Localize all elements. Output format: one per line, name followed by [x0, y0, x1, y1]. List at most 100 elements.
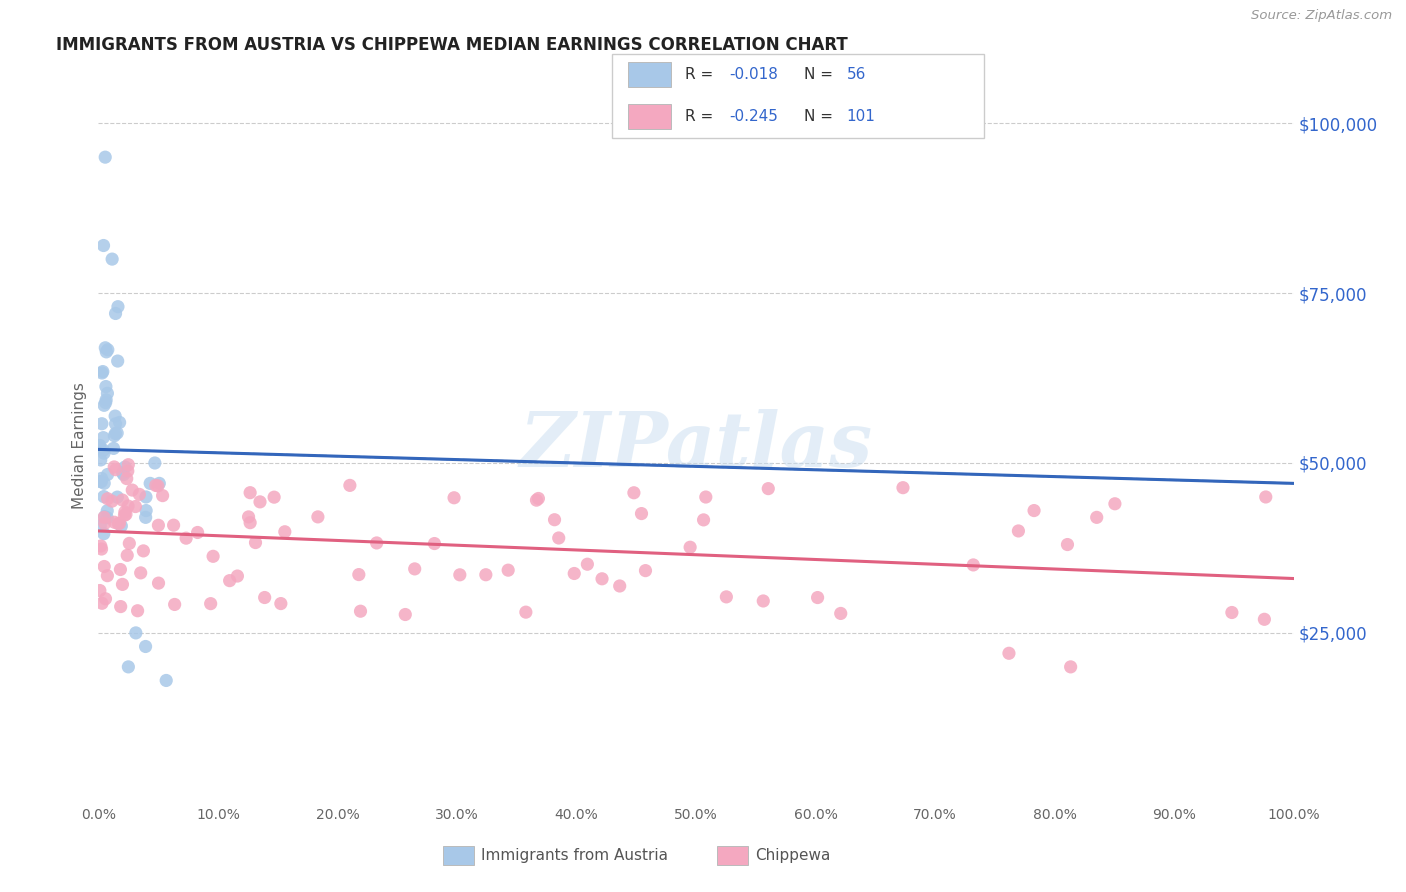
Point: [998, 646, 1021, 660]
Point: [187, 525, 209, 540]
Point: [103, 515, 125, 529]
Point: [91, 366, 114, 380]
Point: [1022, 503, 1045, 517]
Point: [135, 510, 157, 524]
Text: R =: R =: [685, 68, 718, 82]
Point: [107, 300, 129, 314]
Point: [562, 566, 585, 581]
Point: [449, 567, 471, 582]
Point: [94, 150, 117, 164]
Point: [121, 483, 143, 497]
Point: [117, 660, 139, 674]
Point: [609, 579, 631, 593]
Point: [114, 460, 136, 475]
Point: [111, 466, 134, 480]
Point: [404, 562, 426, 576]
Text: 56: 56: [846, 68, 866, 82]
Text: Chippewa: Chippewa: [755, 848, 831, 863]
Point: [226, 569, 249, 583]
Text: Immigrants from Austria: Immigrants from Austria: [481, 848, 668, 863]
Point: [105, 490, 128, 504]
Point: [93, 476, 115, 491]
Point: [114, 505, 136, 519]
Point: [117, 464, 139, 478]
Point: [117, 499, 139, 513]
Point: [94, 379, 117, 393]
Point: [103, 429, 125, 443]
Point: [96, 386, 118, 401]
Point: [103, 442, 125, 456]
Point: [423, 536, 446, 550]
Point: [623, 485, 645, 500]
Point: [111, 493, 134, 508]
Text: N =: N =: [804, 110, 838, 124]
Point: [89, 442, 111, 456]
Point: [127, 604, 149, 618]
Point: [634, 564, 657, 578]
Point: [115, 549, 138, 563]
Point: [145, 478, 167, 492]
Point: [692, 513, 714, 527]
Text: Source: ZipAtlas.com: Source: ZipAtlas.com: [1251, 9, 1392, 22]
Point: [93, 526, 115, 541]
Point: [89, 583, 111, 598]
Point: [135, 640, 157, 654]
Point: [174, 531, 197, 545]
Point: [162, 518, 184, 533]
Point: [475, 567, 498, 582]
Point: [114, 508, 136, 523]
Point: [94, 341, 117, 355]
Point: [274, 524, 297, 539]
Point: [91, 431, 114, 445]
Point: [163, 598, 186, 612]
Point: [132, 544, 155, 558]
Point: [143, 456, 166, 470]
Point: [124, 500, 146, 514]
Point: [139, 476, 162, 491]
Point: [97, 491, 120, 506]
Point: [202, 549, 225, 564]
Point: [93, 446, 115, 460]
Point: [117, 458, 139, 472]
Point: [807, 591, 830, 605]
Text: -0.018: -0.018: [730, 68, 779, 82]
Point: [110, 562, 132, 576]
Point: [104, 463, 127, 477]
Point: [108, 416, 131, 430]
Point: [679, 540, 702, 554]
Point: [135, 503, 157, 517]
Point: [112, 467, 135, 482]
Point: [93, 516, 115, 531]
Point: [94, 392, 117, 407]
Point: [962, 558, 984, 572]
Point: [125, 626, 148, 640]
Point: [249, 495, 271, 509]
Point: [93, 398, 115, 412]
Point: [630, 507, 652, 521]
Point: [129, 566, 152, 580]
Point: [218, 574, 240, 588]
Point: [89, 518, 111, 533]
Point: [104, 426, 127, 441]
Point: [93, 559, 115, 574]
Point: [527, 491, 550, 506]
Point: [716, 590, 738, 604]
Point: [349, 604, 371, 618]
Point: [135, 490, 157, 504]
Point: [104, 417, 127, 431]
Point: [93, 490, 115, 504]
Point: [90, 417, 112, 431]
Point: [1059, 660, 1081, 674]
Point: [105, 425, 128, 440]
Point: [756, 482, 779, 496]
Text: N =: N =: [804, 68, 838, 82]
Point: [96, 568, 118, 582]
Point: [96, 344, 118, 359]
Point: [366, 536, 388, 550]
Point: [93, 238, 115, 252]
Point: [91, 365, 114, 379]
Point: [547, 531, 569, 545]
Point: [93, 510, 115, 524]
Point: [115, 508, 138, 522]
Point: [94, 395, 117, 409]
